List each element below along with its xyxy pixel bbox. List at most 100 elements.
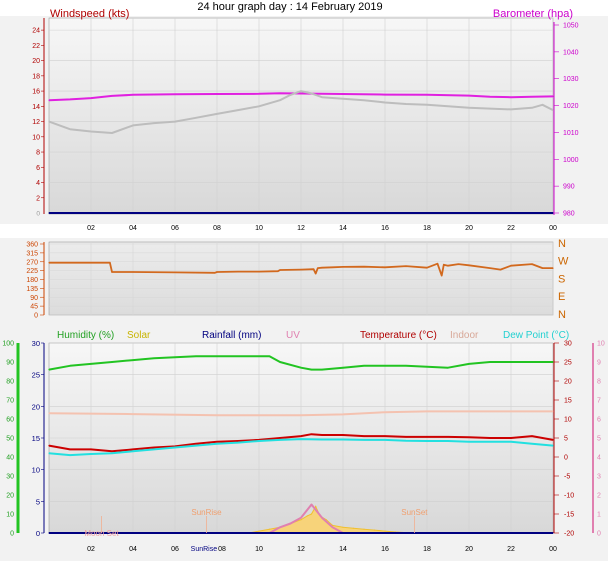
data-point [342,266,344,268]
temperature-humidity-panel: Humidity (%) Solar Rainfall (mm) UV Temperat… [0,326,608,561]
uv-tick: 0 [597,531,601,538]
data-point [489,441,491,443]
data-point [321,96,323,98]
data-point [48,262,50,264]
data-point [258,440,260,442]
data-point [510,108,512,110]
humidity-tick: 80 [6,379,14,386]
uv-tick: 5 [597,436,601,443]
data-point [531,443,533,445]
data-point [531,107,533,109]
data-point [268,355,271,357]
data-point [552,95,554,97]
temperature-tick: -5 [564,474,570,481]
rainfall-tick: 5 [36,497,40,506]
data-point [111,271,113,273]
x-axis-1: 02 04 06 08 10 12 14 16 18 20 22 00 [87,225,557,232]
data-point [363,365,365,367]
legend-item: Indoor [450,330,479,341]
data-point [214,272,216,274]
x-tick-label: 20 [465,546,473,553]
x-tick-label: 14 [339,546,347,553]
tick-label: 90 [30,295,38,302]
data-point [132,359,134,361]
temperature-tick: 25 [564,360,572,367]
data-point [405,265,407,267]
data-point [48,121,50,123]
humidity-tick: 100 [2,341,14,348]
tick-label: 270 [26,259,38,266]
tick-label: 18 [32,73,40,80]
data-point [216,414,218,416]
tick-label: 1040 [563,49,579,56]
humidity-tick: 70 [6,398,14,405]
data-point [531,435,533,437]
humidity-tick: 90 [6,360,14,367]
data-point [237,271,239,273]
uv-tick: 9 [597,360,601,367]
data-point [447,265,449,267]
data-point [426,104,428,106]
legend: Humidity (%) Solar Rainfall (mm) UV Temperat… [57,330,569,341]
data-point [552,445,554,447]
tick-label: 10 [32,134,40,141]
data-point [342,98,344,100]
data-point [552,212,554,214]
data-point [342,93,344,95]
data-point [111,132,113,134]
legend-item: Dew Point (°C) [503,330,569,341]
data-point [48,212,50,214]
data-point [426,267,428,269]
tick-label: 12 [32,119,40,126]
data-point [48,412,50,414]
data-point [468,363,470,365]
tick-label: 6 [36,165,40,172]
series-line-uv [269,503,344,534]
data-point [363,435,365,437]
data-point [195,445,197,447]
rainfall-tick: 15 [32,434,40,443]
sunrise-x-marker: SunRise [191,546,218,553]
data-point [426,366,428,368]
x-tick-label: 16 [381,546,389,553]
data-point [90,363,92,365]
data-point [441,275,443,277]
data-point [174,271,176,273]
temperature-tick: 10 [564,417,572,424]
tick-label: 24 [32,28,40,35]
temperature-tick: -15 [564,512,574,519]
data-point [552,439,554,441]
data-point [443,264,445,266]
data-point [510,437,512,439]
tick-label: 0 [36,211,40,218]
data-point [279,92,281,94]
data-point [174,446,176,449]
data-point [315,273,317,275]
data-point [69,454,71,456]
tick-label: 980 [563,211,575,218]
data-point [552,410,554,412]
uv-tick: 8 [597,379,601,386]
data-point [132,94,134,96]
x-tick-label: 22 [507,546,515,553]
data-point [48,369,50,371]
data-point [321,434,323,436]
data-point [69,448,71,450]
data-point [342,434,344,436]
data-point [342,438,344,441]
temperature-tick: 15 [564,398,572,405]
x-tick-label: 14 [339,225,347,232]
data-point [426,440,428,442]
data-point [279,269,281,271]
data-point [279,526,281,528]
data-point [313,268,315,270]
uv-tick: 10 [597,341,605,348]
data-point [306,515,308,517]
x-tick-label: 10 [255,225,263,232]
x-tick-label: 04 [129,225,137,232]
tick-label: 1020 [563,103,579,110]
tick-label: 0 [34,313,38,320]
x-tick-label: 02 [87,546,95,553]
data-point [489,96,491,98]
